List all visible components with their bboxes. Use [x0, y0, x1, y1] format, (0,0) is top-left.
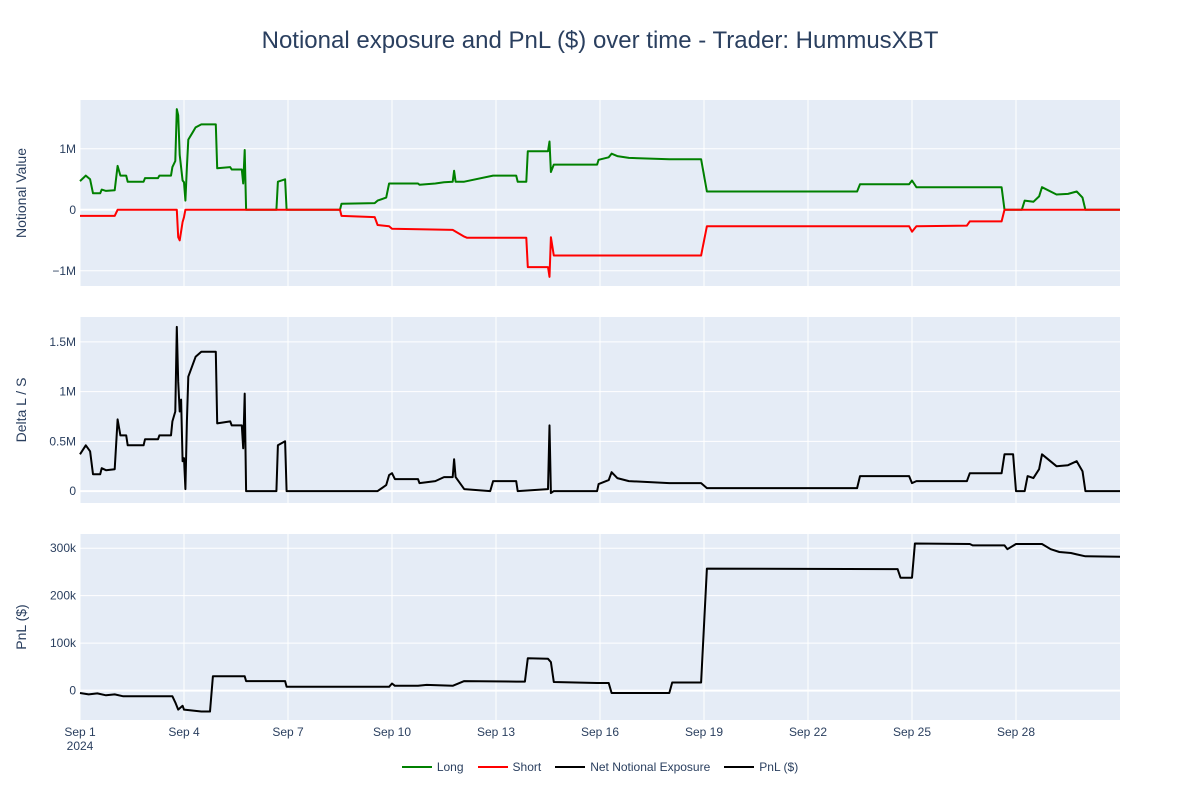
- legend-item[interactable]: Long: [401, 760, 464, 774]
- legend-swatch: [724, 766, 755, 768]
- x-tick-label: Sep 7: [272, 725, 304, 739]
- x-tick-label: Sep 16: [581, 725, 619, 739]
- legend-label: Net Notional Exposure: [590, 760, 711, 774]
- x-tick-label: Sep 19: [685, 725, 723, 739]
- legend-item[interactable]: Net Notional Exposure: [555, 760, 710, 774]
- x-tick-sublabel: 2024: [67, 739, 94, 753]
- legend-swatch: [477, 766, 508, 768]
- legend-label: PnL ($): [759, 760, 799, 774]
- y-axis-title: Delta L / S: [13, 378, 29, 443]
- series-line-long: [79, 108, 1120, 211]
- chart-title: Notional exposure and PnL ($) over time …: [261, 27, 939, 54]
- legend-item[interactable]: Short: [477, 760, 542, 774]
- legend-label: Long: [436, 760, 464, 774]
- y-tick-label: 0: [69, 684, 76, 698]
- legend-label: Short: [512, 760, 542, 774]
- x-tick-label: Sep 28: [997, 725, 1035, 739]
- y-tick-label: 1M: [59, 385, 76, 399]
- y-tick-label: 200k: [50, 589, 77, 603]
- series-line-pnl: [79, 542, 1121, 713]
- x-tick-label: Sep 10: [373, 725, 411, 739]
- y-tick-label: 0.5M: [49, 434, 76, 448]
- legend-swatch: [555, 766, 586, 768]
- y-tick-label: 1.5M: [49, 335, 76, 349]
- y-axis-title: Notional Value: [13, 148, 29, 238]
- series-line-net-notional-exposure: [79, 325, 1120, 495]
- y-tick-label: 100k: [50, 636, 77, 650]
- y-tick-label: 0: [69, 484, 76, 498]
- x-tick-label: Sep 13: [477, 725, 515, 739]
- y-axis-title: PnL ($): [13, 604, 29, 649]
- series-line-short: [80, 208, 1120, 278]
- y-tick-label: −1M: [52, 264, 76, 278]
- x-tick-label: Sep 1: [64, 725, 96, 739]
- legend: Long Short Net Notional Exposure PnL ($): [0, 760, 1200, 774]
- y-tick-label: 300k: [50, 541, 77, 555]
- legend-swatch: [401, 766, 432, 768]
- y-tick-label: 1M: [59, 142, 76, 156]
- x-tick-label: Sep 25: [893, 725, 931, 739]
- y-tick-label: 0: [69, 203, 76, 217]
- x-tick-label: Sep 4: [168, 725, 200, 739]
- x-tick-label: Sep 22: [789, 725, 827, 739]
- legend-item[interactable]: PnL ($): [724, 760, 798, 774]
